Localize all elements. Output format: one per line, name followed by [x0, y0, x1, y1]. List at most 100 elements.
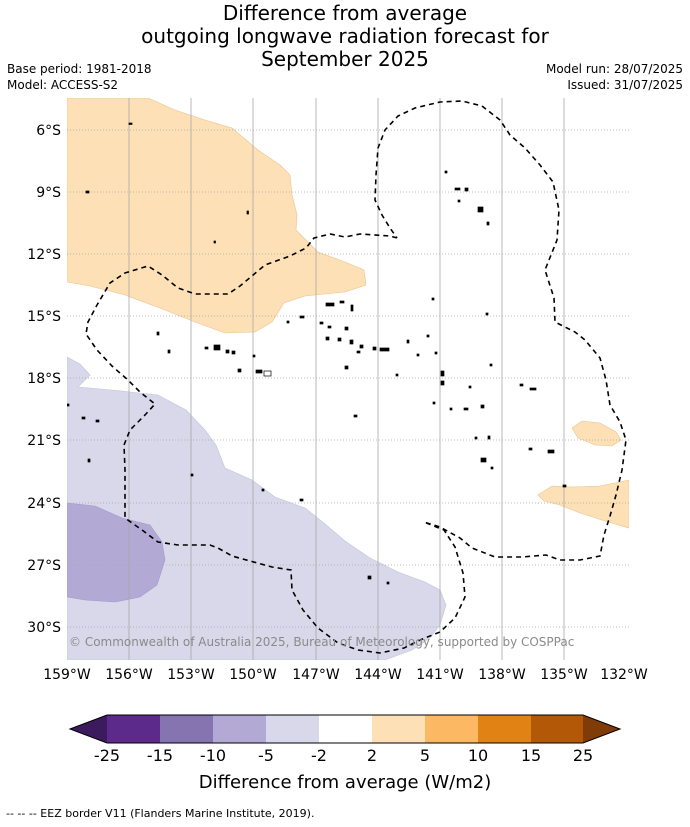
island — [416, 353, 420, 357]
island — [237, 368, 242, 373]
island — [426, 334, 430, 338]
colorbar-segment — [372, 715, 425, 743]
island — [353, 414, 358, 418]
lat-label: 18°S — [27, 371, 61, 387]
colorbar-tick: -2 — [311, 746, 327, 765]
island — [67, 403, 70, 407]
island — [204, 346, 209, 350]
island — [213, 344, 221, 351]
island — [463, 407, 469, 411]
island — [359, 344, 364, 349]
island — [395, 373, 399, 377]
island — [464, 187, 469, 192]
lon-label: 144°W — [354, 667, 402, 683]
colorbar-title: Difference from average (W/m2) — [199, 772, 491, 793]
island — [167, 349, 171, 354]
island — [350, 304, 354, 312]
island — [379, 347, 390, 352]
map-plot-area: © Commonwealth of Australia 2025, Bureau… — [67, 98, 629, 660]
island — [246, 210, 249, 215]
island — [477, 206, 484, 213]
island — [344, 326, 349, 331]
colorbar-tick: 2 — [367, 746, 377, 765]
island — [490, 466, 494, 470]
lat-label: 12°S — [27, 247, 61, 263]
island — [480, 404, 485, 409]
title-line-1: Difference from average — [222, 1, 468, 25]
island — [440, 380, 445, 386]
lon-label: 132°W — [600, 667, 648, 683]
islands — [67, 122, 567, 585]
lon-label: 138°W — [478, 667, 526, 683]
lat-label: 30°S — [27, 620, 61, 636]
island — [485, 312, 489, 316]
colorbar-segment — [213, 715, 266, 743]
island — [190, 473, 194, 477]
island — [367, 575, 372, 580]
lon-label: 153°W — [167, 667, 215, 683]
colorbar-outline — [68, 714, 622, 744]
island — [440, 370, 445, 377]
island — [299, 315, 305, 319]
colorbar-tick: 10 — [468, 746, 488, 765]
island — [562, 484, 567, 488]
colorbar-tick: 15 — [521, 746, 541, 765]
island — [263, 370, 272, 377]
island — [252, 354, 256, 358]
colorbar-tick: -15 — [147, 746, 173, 765]
island — [431, 297, 435, 301]
lat-label: 9°S — [36, 185, 61, 201]
colorbar-segment — [319, 715, 372, 743]
island — [156, 331, 160, 336]
colorbar-segment — [531, 715, 583, 743]
island — [87, 458, 91, 463]
lon-label: 150°W — [229, 667, 277, 683]
colorbar-tick: 5 — [420, 746, 430, 765]
model-label: Model: ACCESS-S2 — [7, 78, 119, 92]
colorbar-tick: -10 — [200, 746, 226, 765]
colorbar-segment — [160, 715, 213, 743]
island — [487, 435, 491, 440]
colorbar-segment-extend-max — [583, 715, 620, 743]
island — [261, 488, 265, 492]
island — [81, 416, 86, 420]
base-period-label: Base period: 1981-2018 — [7, 62, 152, 76]
issued-label: Issued: 31/07/2025 — [567, 78, 683, 92]
colorbar-tick: 25 — [573, 746, 593, 765]
island — [337, 337, 342, 342]
island — [356, 350, 361, 354]
colorbar-segment — [107, 715, 160, 743]
colorbar-segment-extend-min — [70, 715, 107, 743]
lat-label: 24°S — [27, 496, 61, 512]
island — [325, 302, 335, 307]
island — [213, 240, 216, 244]
island — [255, 369, 263, 374]
island — [372, 346, 377, 351]
lon-label: 159°W — [43, 667, 91, 683]
island — [325, 336, 330, 341]
colorbar-segment — [425, 715, 478, 743]
lon-label: 147°W — [292, 667, 340, 683]
island — [449, 407, 453, 411]
colorbar-segment — [478, 715, 531, 743]
island — [286, 320, 290, 324]
model-run-label: Model run: 28/07/2025 — [545, 62, 683, 76]
island — [489, 363, 493, 367]
anomaly-region-negative-strong — [67, 502, 166, 603]
island — [519, 383, 524, 387]
eez-border — [85, 100, 627, 654]
colorbar-tick: -5 — [258, 746, 274, 765]
island — [528, 447, 533, 451]
title-line-3: September 2025 — [261, 47, 429, 71]
island — [480, 457, 487, 463]
island — [468, 385, 472, 389]
anomaly-region-positive-northwest — [67, 98, 367, 334]
island — [95, 419, 100, 423]
lat-gridlines — [67, 129, 629, 628]
lat-label: 21°S — [27, 433, 61, 449]
island — [299, 498, 304, 502]
island — [339, 300, 345, 304]
lon-label: 135°W — [540, 667, 588, 683]
island — [474, 436, 478, 440]
anomaly-region-negative-southwest — [67, 356, 447, 660]
